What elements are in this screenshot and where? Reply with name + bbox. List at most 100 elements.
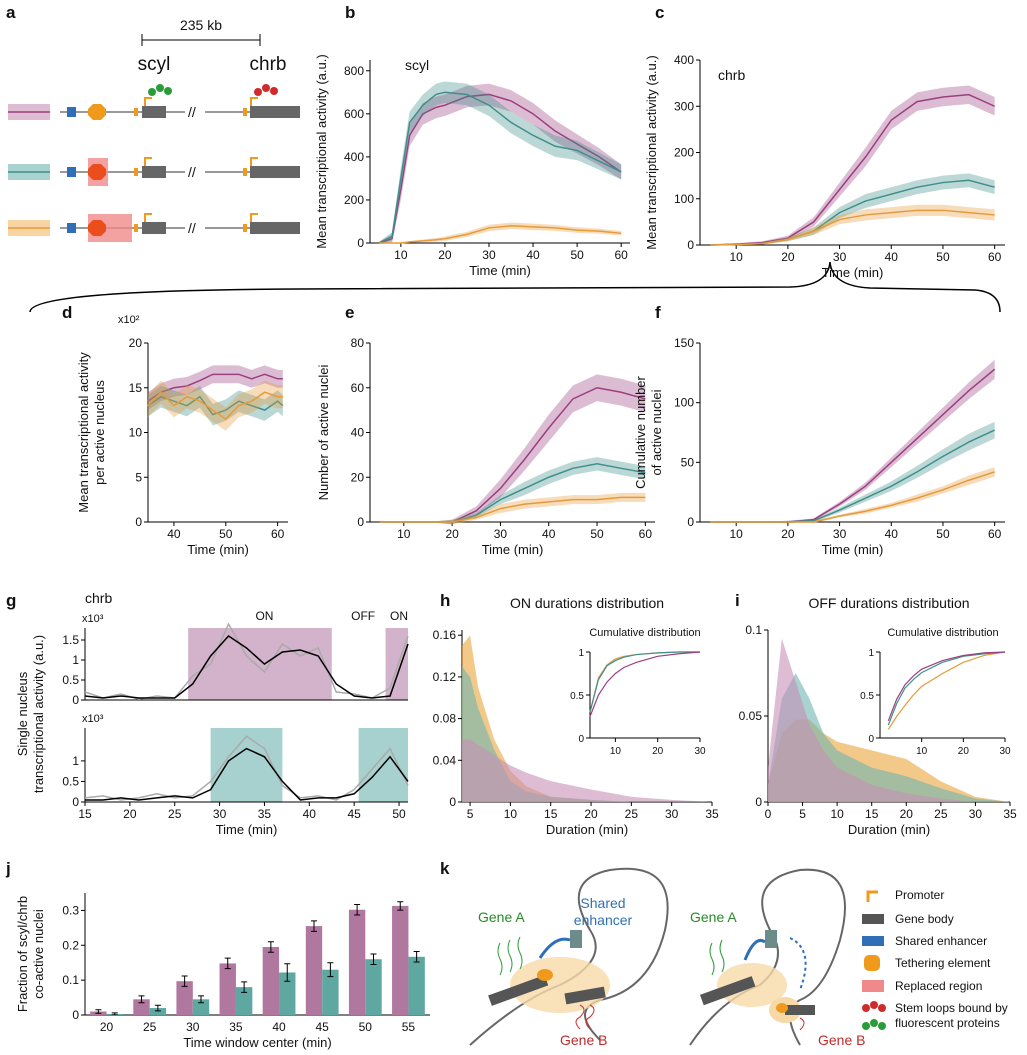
error-band	[378, 222, 622, 244]
error-bar	[370, 953, 377, 965]
x-tick-label: 10	[916, 746, 928, 757]
x-tick-label: 25	[625, 807, 639, 821]
bar	[219, 963, 236, 1015]
x-tick-label: 10	[730, 250, 744, 264]
x-axis-label: Time window center (min)	[183, 1035, 331, 1050]
x-tick-label: 30	[833, 250, 847, 264]
gene-label: Gene B	[560, 1032, 607, 1048]
x-axis-label: Time (min)	[187, 542, 249, 557]
x-tick-label: 20	[958, 746, 970, 757]
x-tick-label: 60	[988, 527, 1002, 541]
x-tick-label: 50	[359, 1020, 373, 1034]
x-tick-label: 50	[590, 527, 604, 541]
x-tick-label: 20	[438, 248, 452, 262]
state-region	[385, 628, 408, 700]
error-bar	[284, 963, 291, 982]
x-tick-label: 40	[526, 248, 540, 262]
x-tick-label: 40	[272, 1020, 286, 1034]
state-region	[188, 628, 332, 700]
legend-label: Shared enhancer	[895, 934, 987, 948]
x-tick-label: 25	[168, 807, 182, 821]
error-bar	[198, 995, 205, 1004]
bar	[305, 926, 323, 1015]
y-tick-label: 0.04	[433, 753, 457, 767]
y-tick-label: 0	[868, 734, 874, 745]
legend-label: fluorescent proteins	[895, 1016, 1000, 1030]
enhancer-label: enhancer	[574, 912, 633, 928]
error-bar	[310, 920, 317, 932]
x-tick-label: 15	[865, 807, 879, 821]
x-tick-label: 50	[936, 527, 950, 541]
line	[710, 93, 995, 246]
y-tick-label: 10	[129, 426, 143, 440]
chart-title: ON durations distribution	[510, 595, 664, 611]
line	[710, 471, 995, 523]
x-tick-label: 10	[394, 248, 408, 262]
x-tick-label: 30	[494, 527, 508, 541]
error-band	[148, 380, 283, 431]
x-axis-label: Duration (min)	[848, 822, 930, 837]
y-tick-label: 0.05	[739, 709, 763, 723]
error-bar	[111, 1012, 118, 1016]
error-bar	[154, 1004, 161, 1012]
brace	[29, 261, 1001, 313]
y-axis-label: Fraction of scyl/chrb	[15, 896, 30, 1012]
y-tick-label: 1	[72, 653, 79, 667]
bar	[322, 969, 339, 1015]
y-tick-label: 200	[674, 146, 694, 160]
y-axis-label: Cumulative number	[633, 375, 648, 488]
y-tick-label: 0	[578, 734, 584, 745]
x-tick-label: 45	[316, 1020, 330, 1034]
y-tick-label: 1	[868, 648, 874, 659]
chart-title: scyl	[405, 57, 429, 73]
x-tick-label: 20	[584, 807, 598, 821]
error-band	[710, 173, 995, 246]
panel-label: k	[440, 859, 450, 878]
y-tick-label: 20	[351, 470, 365, 484]
line	[378, 225, 622, 244]
x-tick-label: 35	[258, 807, 272, 821]
line	[589, 651, 700, 713]
x-tick-label: 10	[504, 807, 518, 821]
y-tick-label: 0.3	[62, 903, 79, 917]
bar	[192, 999, 210, 1015]
x-tick-label: 20	[100, 1020, 114, 1034]
x-tick-label: 40	[885, 250, 899, 264]
y-axis-label: Mean transcriptional activity	[76, 352, 91, 513]
error-band	[148, 365, 283, 411]
density-area	[462, 739, 712, 802]
x-tick-label: 40	[542, 527, 556, 541]
gene-label: chrb	[250, 54, 287, 75]
chart-title: chrb	[85, 590, 112, 606]
y-tick-label: 150	[674, 336, 694, 350]
y-tick-label: 20	[129, 336, 143, 350]
panel-label: i	[735, 591, 740, 610]
y-axis-label: Number of active nuclei	[316, 364, 331, 500]
axis-multiplier: x10³	[82, 713, 104, 725]
y-axis-label: of active nuclei	[649, 389, 664, 475]
x-tick-label: 0	[765, 807, 772, 821]
line	[147, 395, 284, 416]
panel-label: d	[62, 303, 72, 322]
y-tick-label: 1	[72, 754, 79, 768]
chart-title: OFF durations distribution	[808, 595, 969, 611]
y-tick-label: 5	[135, 470, 142, 484]
y-tick-label: 400	[674, 53, 694, 67]
y-axis-label: Single nucleus	[15, 671, 30, 756]
y-axis-label: co-active nuclei	[31, 909, 46, 999]
y-tick-label: 0	[72, 693, 79, 707]
y-tick-label: 1.5	[62, 633, 79, 647]
line	[378, 93, 622, 244]
x-tick-label: 40	[167, 527, 181, 541]
y-tick-label: 0	[449, 795, 456, 809]
error-bar	[267, 941, 274, 953]
model-diagram: Gene A Shared enhancer Gene B Gene A Gen…	[469, 867, 1008, 1048]
x-tick-label: 30	[999, 746, 1011, 757]
x-axis-label: Duration (min)	[546, 822, 628, 837]
y-axis-label: Mean transcriptional activity (a.u.)	[644, 55, 659, 249]
error-bar	[181, 975, 188, 987]
y-tick-label: 0	[687, 515, 694, 529]
bar	[235, 987, 253, 1015]
x-axis-label: Time (min)	[822, 265, 884, 280]
panel-label: b	[345, 3, 355, 22]
